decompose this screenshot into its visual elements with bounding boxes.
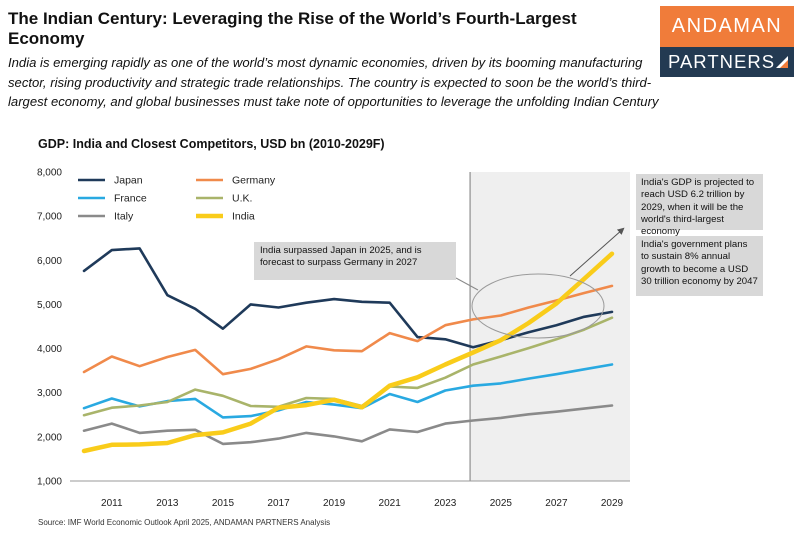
annotation-shapes bbox=[455, 227, 625, 339]
y-tick-label: 5,000 bbox=[37, 300, 62, 311]
highlight-ellipse bbox=[471, 273, 605, 339]
series-line-india bbox=[81, 251, 615, 454]
annotation-gdp-2029: India's GDP is projected to reach USD 6.… bbox=[636, 174, 763, 237]
x-tick-label: 2019 bbox=[323, 498, 346, 509]
y-tick-label: 1,000 bbox=[37, 477, 62, 488]
callout-connector bbox=[455, 277, 479, 291]
x-tick-label: 2017 bbox=[267, 498, 290, 509]
x-tick-label: 2025 bbox=[490, 498, 513, 509]
legend: Japan Germany France U.K. Italy India bbox=[78, 175, 276, 223]
legend-label: Italy bbox=[114, 211, 134, 223]
andaman-partners-logo: ANDAMAN PARTNERS bbox=[660, 6, 794, 77]
x-tick-label: 2023 bbox=[434, 498, 457, 509]
trend-arrow-icon bbox=[569, 227, 625, 277]
axes: 1,000 2,000 3,000 4,000 5,000 6,000 7,000 8,000… bbox=[37, 168, 630, 509]
legend-label: Japan bbox=[114, 175, 143, 187]
x-tick-label: 2011 bbox=[101, 498, 123, 509]
y-tick-label: 8,000 bbox=[37, 168, 62, 179]
page-subtitle: India is emerging rapidly as one of the … bbox=[8, 55, 659, 109]
series-line-germany bbox=[82, 284, 614, 376]
x-tick-label: 2015 bbox=[212, 498, 235, 509]
logo-bottom-text: PARTNERS bbox=[660, 47, 794, 77]
x-tick-label: 2021 bbox=[379, 498, 402, 509]
x-tick-label: 2013 bbox=[156, 498, 179, 509]
series-line-japan bbox=[82, 247, 614, 349]
annotation-surpass-japan: India surpassed Japan in 2025, and is fo… bbox=[254, 242, 456, 280]
x-tick-label: 2027 bbox=[545, 498, 568, 509]
series-lines bbox=[81, 247, 615, 454]
annotation-growth-2047: India's government plans to sustain 8% a… bbox=[636, 236, 763, 296]
legend-label: India bbox=[232, 211, 255, 223]
legend-label: France bbox=[114, 193, 147, 205]
y-tick-label: 7,000 bbox=[37, 212, 62, 223]
legend-label: Germany bbox=[232, 175, 276, 187]
y-tick-label: 6,000 bbox=[37, 256, 62, 267]
source-note: Source: IMF World Economic Outlook April… bbox=[38, 518, 331, 527]
y-tick-label: 4,000 bbox=[37, 344, 62, 355]
x-tick-label: 2029 bbox=[601, 498, 624, 509]
legend-label: U.K. bbox=[232, 193, 252, 205]
series-line-italy bbox=[82, 404, 614, 446]
y-tick-label: 3,000 bbox=[37, 388, 62, 399]
page-title: The Indian Century: Leveraging the Rise … bbox=[8, 9, 577, 48]
chart-title: GDP: India and Closest Competitors, USD … bbox=[38, 137, 385, 151]
logo-top-text: ANDAMAN bbox=[660, 6, 794, 47]
logo-mark-icon bbox=[776, 56, 788, 68]
y-tick-label: 2,000 bbox=[37, 432, 62, 443]
